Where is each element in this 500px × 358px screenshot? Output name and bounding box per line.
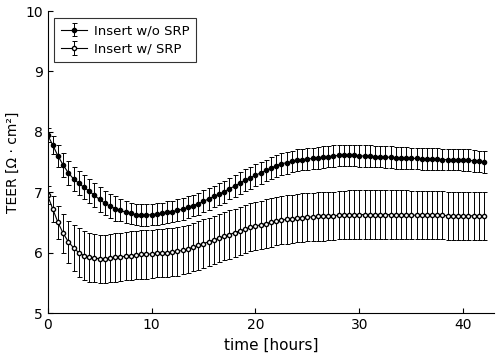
X-axis label: time [hours]: time [hours]	[224, 338, 318, 352]
Legend: Insert w/o SRP, Insert w/ SRP: Insert w/o SRP, Insert w/ SRP	[54, 18, 196, 62]
Y-axis label: TEER [Ω · cm²]: TEER [Ω · cm²]	[6, 111, 20, 213]
